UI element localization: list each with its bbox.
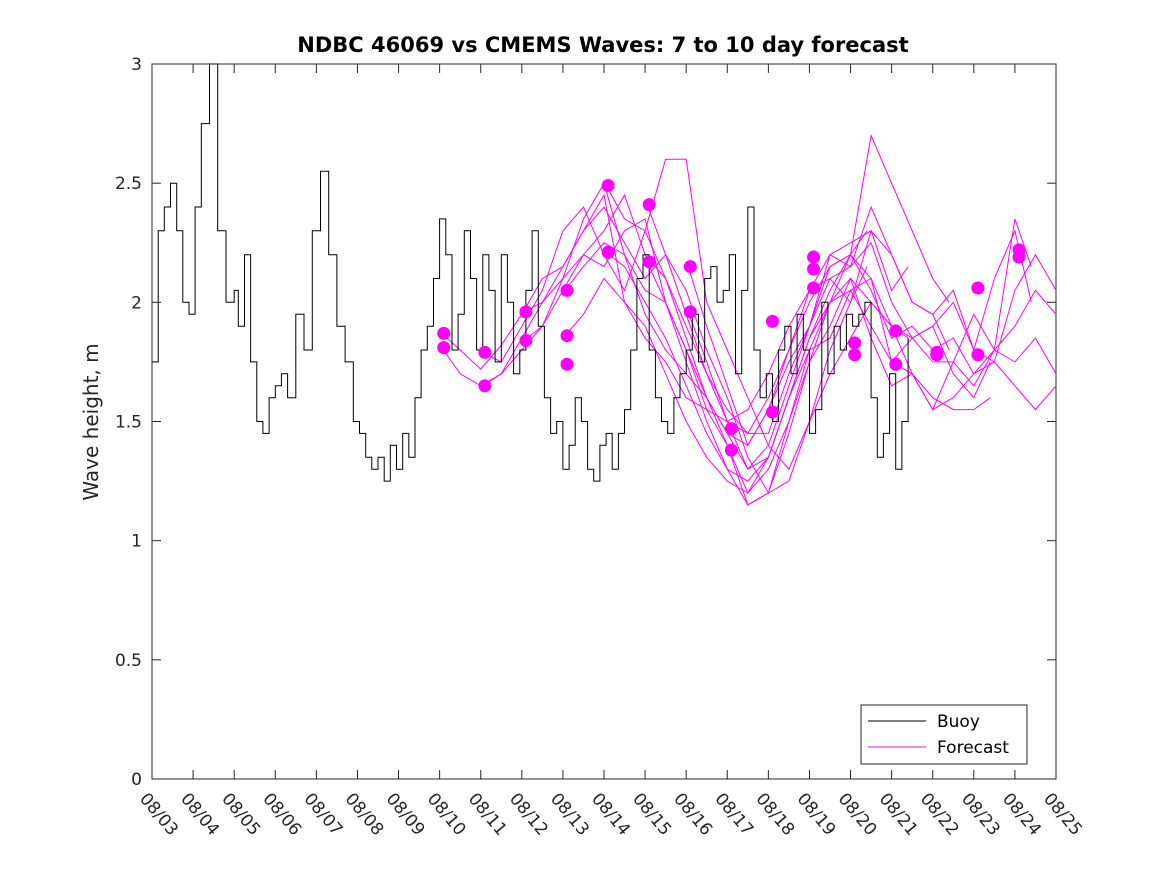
buoy-series-line [152, 63, 909, 482]
y-tick-label: 1.5 [115, 413, 142, 433]
forecast-series-line [687, 253, 1057, 470]
legend-forecast-label: Forecast [937, 738, 1009, 758]
plot-area [151, 63, 1057, 780]
forecast-marker [601, 245, 615, 259]
forecast-marker [560, 357, 574, 371]
forecast-marker [560, 283, 574, 297]
forecast-marker [971, 281, 985, 295]
legend-box [860, 704, 1028, 765]
forecast-marker [889, 357, 903, 371]
forecast-series-line [605, 185, 1032, 434]
forecast-marker [478, 345, 492, 359]
forecast-marker [930, 345, 944, 359]
y-tick-label: 2.5 [115, 174, 142, 194]
forecast-marker [642, 255, 656, 269]
forecast-marker [724, 422, 738, 436]
forecast-marker [437, 326, 451, 340]
forecast-marker [560, 329, 574, 343]
forecast-marker [807, 281, 821, 295]
forecast-marker [437, 341, 451, 355]
forecast-marker [807, 250, 821, 264]
legend-buoy-label: Buoy [937, 712, 980, 732]
forecast-marker [724, 443, 738, 457]
forecast-marker [765, 405, 779, 419]
forecast-marker [765, 314, 779, 328]
forecast-series-line [646, 261, 1057, 494]
forecast-markers [437, 179, 1026, 457]
forecast-marker [642, 198, 656, 212]
y-tick-label: 2 [131, 293, 142, 313]
y-axis-label: Wave height, m [79, 343, 103, 500]
y-tick-label: 3 [131, 55, 142, 75]
chart-title: NDBC 46069 vs CMEMS Waves: 7 to 10 day f… [297, 33, 908, 57]
forecast-marker [848, 336, 862, 350]
y-tick-label: 1 [131, 532, 142, 552]
forecast-marker [1012, 250, 1026, 264]
forecast-series-line [482, 158, 909, 471]
forecast-marker [478, 379, 492, 393]
forecast-marker [683, 305, 697, 319]
forecast-marker [601, 179, 615, 193]
y-axis: 0 0.5 1 1.5 2 2.5 3 [115, 55, 1056, 790]
forecast-marker [519, 305, 533, 319]
forecast-marker [807, 262, 821, 276]
legend: Buoy Forecast [860, 704, 1028, 765]
y-tick-label: 0 [131, 770, 142, 790]
forecast-marker [971, 348, 985, 362]
forecast-series-line [441, 181, 868, 446]
forecast-marker [889, 324, 903, 338]
forecast-marker [683, 260, 697, 274]
forecast-marker [848, 348, 862, 362]
y-tick-label: 0.5 [115, 651, 142, 671]
forecast-marker [519, 333, 533, 347]
